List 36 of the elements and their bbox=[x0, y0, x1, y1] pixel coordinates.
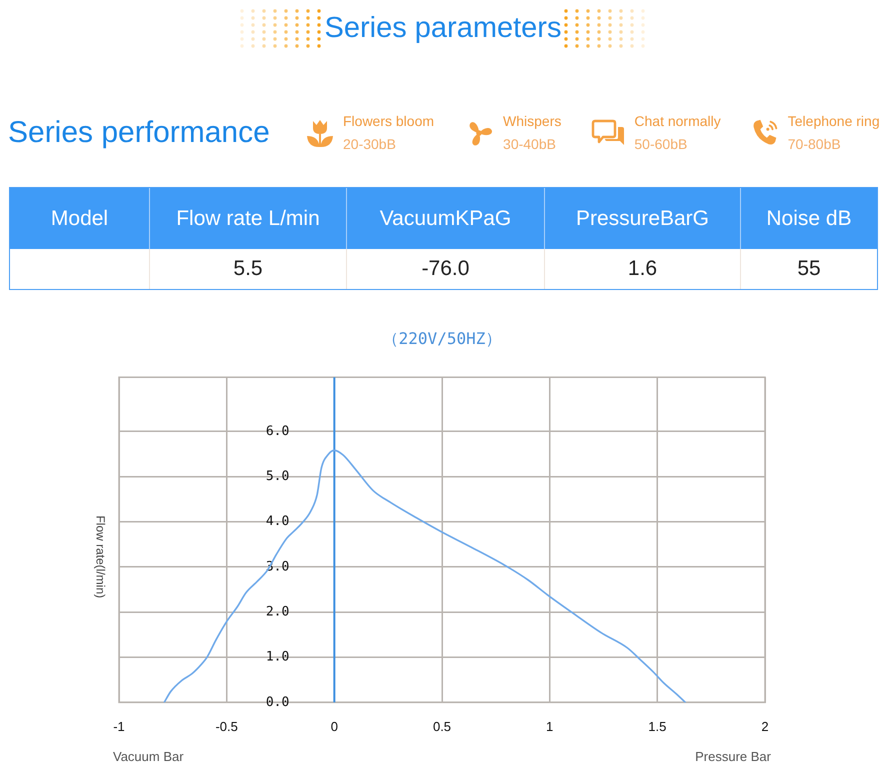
data-label: 55 bbox=[740, 249, 877, 289]
text: 70-80bB bbox=[788, 135, 842, 154]
x-tick-label: 2 bbox=[761, 718, 769, 734]
y-tick-label: 0.0 bbox=[266, 694, 290, 710]
chart-title: （220V/50HZ） bbox=[382, 328, 502, 348]
text: Telephone ring bbox=[788, 112, 880, 131]
x-tick-label: -0.5 bbox=[215, 718, 238, 734]
y-tick-label: 5.0 bbox=[266, 468, 290, 484]
x-tick-label: 1.5 bbox=[648, 718, 666, 734]
text: Vacuum Bar bbox=[113, 748, 184, 764]
text: 30-40bB bbox=[503, 135, 557, 154]
y-tick-label: 1.0 bbox=[266, 650, 290, 665]
y-tick-label: 2.0 bbox=[266, 604, 290, 620]
category-label: Model bbox=[10, 188, 149, 249]
x-tick-label: 1 bbox=[546, 718, 554, 734]
data-label: 5.5 bbox=[149, 249, 346, 289]
text: 50-60bB bbox=[634, 135, 688, 154]
category-label: PressureBarG bbox=[544, 188, 740, 249]
category-label: Noise dB bbox=[740, 188, 877, 249]
y-axis-title: Flow rate(l/min) bbox=[94, 515, 108, 598]
text: Whispers bbox=[503, 112, 562, 131]
text: Series performance bbox=[8, 115, 270, 151]
text: Pressure Bar bbox=[695, 748, 772, 764]
text: 20-30bB bbox=[343, 135, 397, 154]
x-tick-label: -1 bbox=[113, 718, 125, 734]
x-tick-label: 0 bbox=[330, 718, 338, 734]
category-label: VacuumKPaG bbox=[346, 188, 544, 249]
text: Chat normally bbox=[634, 112, 721, 131]
x-tick-label: 0.5 bbox=[432, 718, 452, 734]
text: Series parameters bbox=[324, 11, 562, 46]
y-tick-label: 6.0 bbox=[266, 424, 290, 439]
category-label: Flow rate L/min bbox=[149, 188, 346, 249]
text: Flowers bloom bbox=[343, 112, 434, 131]
y-tick-label: 4.0 bbox=[266, 514, 290, 530]
data-label: -76.0 bbox=[346, 249, 544, 289]
data-label: 1.6 bbox=[544, 249, 740, 289]
